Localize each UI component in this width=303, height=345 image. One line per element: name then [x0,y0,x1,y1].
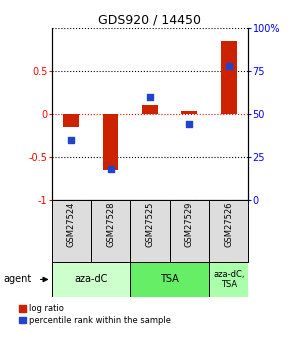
Bar [142,105,158,114]
Text: GSM27529: GSM27529 [185,202,194,247]
Title: GDS920 / 14450: GDS920 / 14450 [98,13,201,27]
Bar [103,114,118,170]
FancyBboxPatch shape [170,200,209,262]
Point [69,137,74,142]
FancyBboxPatch shape [209,200,248,262]
Point [226,63,231,68]
Point [108,166,113,172]
Point [187,121,192,127]
Text: TSA: TSA [160,275,179,284]
FancyBboxPatch shape [52,200,91,262]
FancyBboxPatch shape [91,200,130,262]
Text: GSM27528: GSM27528 [106,202,115,247]
Bar [221,41,237,114]
Text: aza-dC: aza-dC [74,275,108,284]
Legend: log ratio, percentile rank within the sample: log ratio, percentile rank within the sa… [19,304,171,325]
FancyBboxPatch shape [209,262,248,297]
Text: agent: agent [3,275,31,284]
Bar [181,111,197,114]
Text: GSM27524: GSM27524 [67,202,76,247]
Bar [63,114,79,127]
FancyBboxPatch shape [130,262,209,297]
FancyBboxPatch shape [130,200,170,262]
Text: GSM27526: GSM27526 [224,202,233,247]
Text: GSM27525: GSM27525 [145,202,155,247]
Text: aza-dC,
TSA: aza-dC, TSA [213,270,245,289]
Point [148,94,152,99]
FancyBboxPatch shape [52,262,130,297]
